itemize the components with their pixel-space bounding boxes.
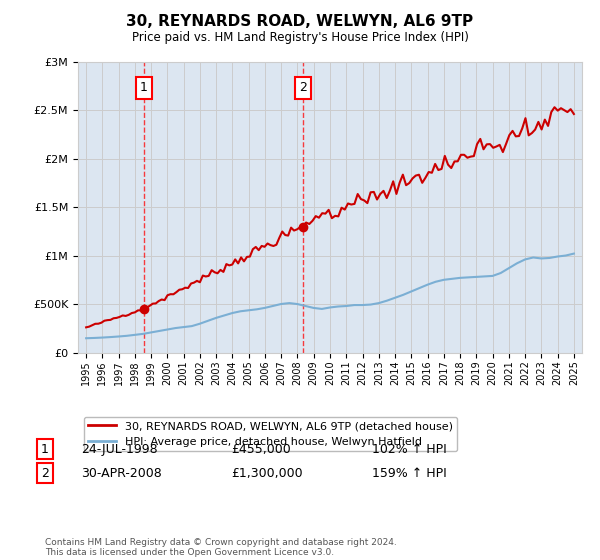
Text: Contains HM Land Registry data © Crown copyright and database right 2024.
This d: Contains HM Land Registry data © Crown c… xyxy=(45,538,397,557)
Text: 1: 1 xyxy=(41,442,49,456)
Legend: 30, REYNARDS ROAD, WELWYN, AL6 9TP (detached house), HPI: Average price, detache: 30, REYNARDS ROAD, WELWYN, AL6 9TP (deta… xyxy=(83,417,457,451)
Text: 30-APR-2008: 30-APR-2008 xyxy=(81,466,162,480)
Text: Price paid vs. HM Land Registry's House Price Index (HPI): Price paid vs. HM Land Registry's House … xyxy=(131,31,469,44)
Text: £455,000: £455,000 xyxy=(231,442,291,456)
Text: 159% ↑ HPI: 159% ↑ HPI xyxy=(372,466,447,480)
Text: 102% ↑ HPI: 102% ↑ HPI xyxy=(372,442,447,456)
Text: 1: 1 xyxy=(140,81,148,94)
Text: 2: 2 xyxy=(41,466,49,480)
Text: 30, REYNARDS ROAD, WELWYN, AL6 9TP: 30, REYNARDS ROAD, WELWYN, AL6 9TP xyxy=(127,14,473,29)
Text: £1,300,000: £1,300,000 xyxy=(231,466,302,480)
Text: 2: 2 xyxy=(299,81,307,94)
Text: 24-JUL-1998: 24-JUL-1998 xyxy=(81,442,158,456)
